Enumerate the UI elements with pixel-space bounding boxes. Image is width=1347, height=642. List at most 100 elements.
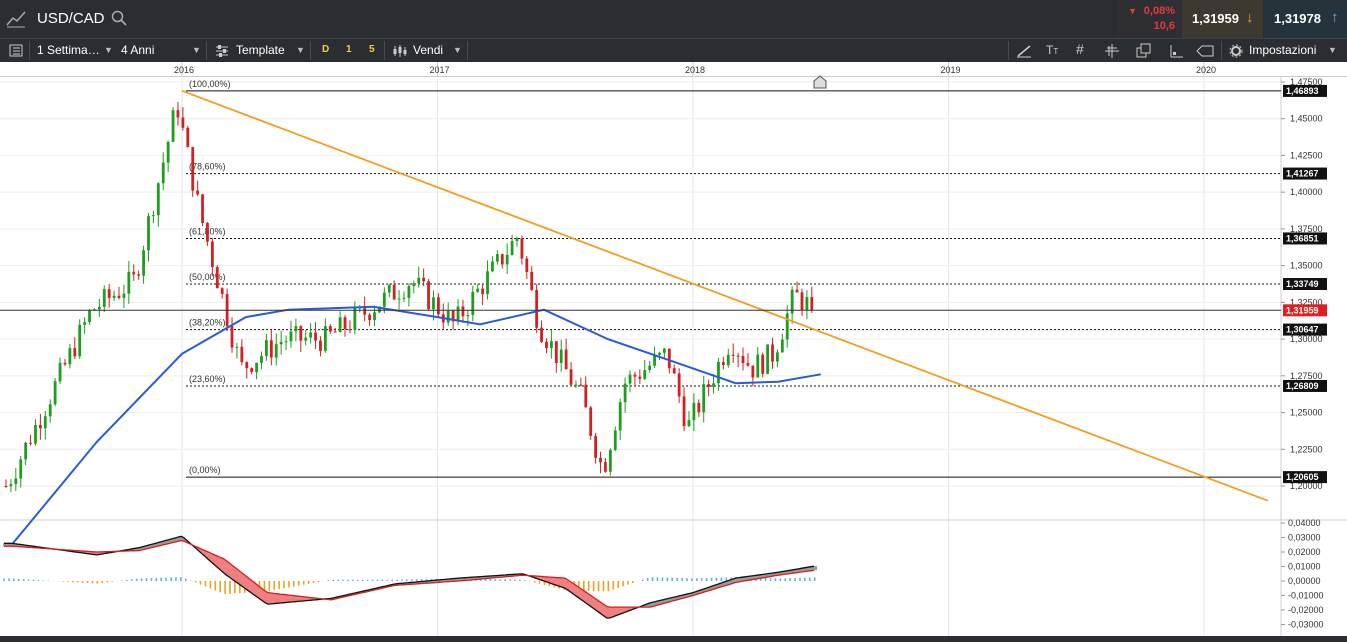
macd-y-tick-label: -0,01000: [1288, 591, 1324, 601]
crosshair-icon[interactable]: [1104, 43, 1120, 59]
settings-label: Impostazioni: [1249, 43, 1317, 57]
candle-body: [618, 402, 622, 431]
bottom-scrollbar[interactable]: [0, 636, 1347, 642]
change-percent: 0,08%: [1143, 5, 1175, 17]
candle-body: [608, 449, 612, 472]
chart-type-icon[interactable]: [6, 9, 26, 29]
template-button[interactable]: Template: [236, 43, 285, 57]
current-price-badge-label: 1,31959: [1286, 305, 1319, 315]
candle-body: [43, 416, 47, 429]
candle-body: [382, 292, 386, 307]
candles-icon[interactable]: [392, 44, 408, 58]
y-tick-label: 1,35000: [1290, 261, 1323, 271]
sell-price-button[interactable]: 1,31959 ↓: [1182, 0, 1263, 38]
candle-body: [166, 141, 170, 163]
candle-body: [540, 327, 543, 342]
interval-d-button[interactable]: D: [322, 44, 330, 55]
side-label: Vendi: [413, 43, 444, 57]
up-arrow-icon: ↑: [1331, 9, 1339, 26]
panel-toggle-icon[interactable]: [9, 44, 23, 58]
candle-body: [471, 291, 475, 316]
moving-average-line: [10, 305, 821, 546]
trendline-tool-icon[interactable]: [1016, 44, 1032, 58]
fib-price-badge: [1283, 471, 1327, 484]
candle-body: [486, 271, 489, 295]
candle-body: [795, 289, 799, 293]
separator: [29, 41, 30, 60]
separator: [206, 41, 207, 60]
interval-5-button[interactable]: 5: [369, 44, 375, 55]
candle-body: [535, 289, 539, 328]
macd-y-tick-label: 0,01000: [1288, 562, 1321, 572]
text-tool-icon[interactable]: TT: [1046, 43, 1059, 57]
candle-body: [530, 271, 534, 290]
fib-level-label: (50,00%): [189, 272, 226, 282]
candle-body: [171, 110, 175, 142]
fib-price-badge: [1283, 379, 1327, 392]
tag-icon[interactable]: [1196, 44, 1214, 58]
candle-body: [771, 344, 774, 362]
fib-price-badge-label: 1,30647: [1286, 325, 1319, 335]
candle-body: [564, 349, 568, 370]
candle-body: [692, 402, 696, 421]
fib-price-badge: [1283, 167, 1327, 180]
grid-icon[interactable]: #: [1076, 41, 1084, 57]
candle-body: [289, 331, 293, 342]
candle-body: [34, 424, 37, 444]
candle-body: [112, 295, 116, 298]
range-select[interactable]: 4 Anni: [121, 43, 154, 57]
candle-body: [589, 407, 593, 436]
year-label: 2019: [941, 65, 961, 75]
candle-body: [19, 459, 23, 479]
year-label: 2016: [174, 65, 194, 75]
candle-body: [476, 288, 480, 292]
sliders-icon[interactable]: [215, 44, 229, 58]
candle-body: [721, 361, 725, 366]
candle-body: [712, 383, 715, 387]
candle-body: [515, 238, 519, 242]
chevron-down-icon[interactable]: ▼: [104, 45, 113, 55]
gear-icon[interactable]: [1229, 44, 1243, 58]
candle-body: [785, 313, 789, 340]
settings-button[interactable]: Impostazioni: [1249, 43, 1316, 57]
candle-body: [436, 297, 440, 315]
candle-body: [761, 354, 765, 374]
trendline[interactable]: [181, 89, 1269, 502]
candle-body: [38, 424, 42, 429]
side-select[interactable]: Vendi: [413, 43, 443, 57]
candle-body: [196, 190, 200, 195]
interval-1-button[interactable]: 1: [346, 44, 352, 55]
macd-y-tick-label: 0,03000: [1288, 533, 1321, 543]
windows-icon[interactable]: [1136, 43, 1152, 59]
buy-price-button[interactable]: 1,31978 ↑: [1264, 0, 1347, 38]
candle-body: [427, 281, 430, 310]
macd-y-tick-label: -0,03000: [1288, 620, 1324, 630]
candle-body: [407, 286, 411, 298]
period-select[interactable]: 1 Settima…: [37, 43, 100, 57]
candle-body: [186, 127, 190, 148]
candle-body: [800, 292, 804, 311]
measure-icon[interactable]: [1168, 43, 1184, 59]
chevron-down-icon[interactable]: ▼: [296, 45, 305, 55]
chevron-down-icon[interactable]: ▼: [192, 45, 201, 55]
candle-body: [623, 383, 627, 403]
candle-body: [314, 332, 317, 341]
candle-body: [432, 297, 435, 310]
y-tick-label: 1,30000: [1290, 334, 1323, 344]
candle-body: [387, 284, 391, 293]
search-icon[interactable]: [111, 10, 127, 26]
macd-y-tick-label: 0,02000: [1288, 547, 1321, 557]
candle-body: [392, 284, 396, 300]
candle-body: [569, 369, 573, 385]
chevron-down-icon[interactable]: ▼: [453, 45, 462, 55]
symbol-title: USD/CAD: [37, 10, 105, 27]
candle-body: [574, 384, 578, 386]
y-tick-label: 1,25000: [1290, 408, 1323, 418]
candle-body: [638, 376, 642, 379]
chart-end-marker-icon[interactable]: [813, 75, 827, 89]
candle-body: [677, 373, 681, 397]
chevron-down-icon[interactable]: ▼: [1328, 45, 1337, 55]
range-label: 4 Anni: [121, 43, 155, 57]
candle-body: [309, 332, 313, 338]
